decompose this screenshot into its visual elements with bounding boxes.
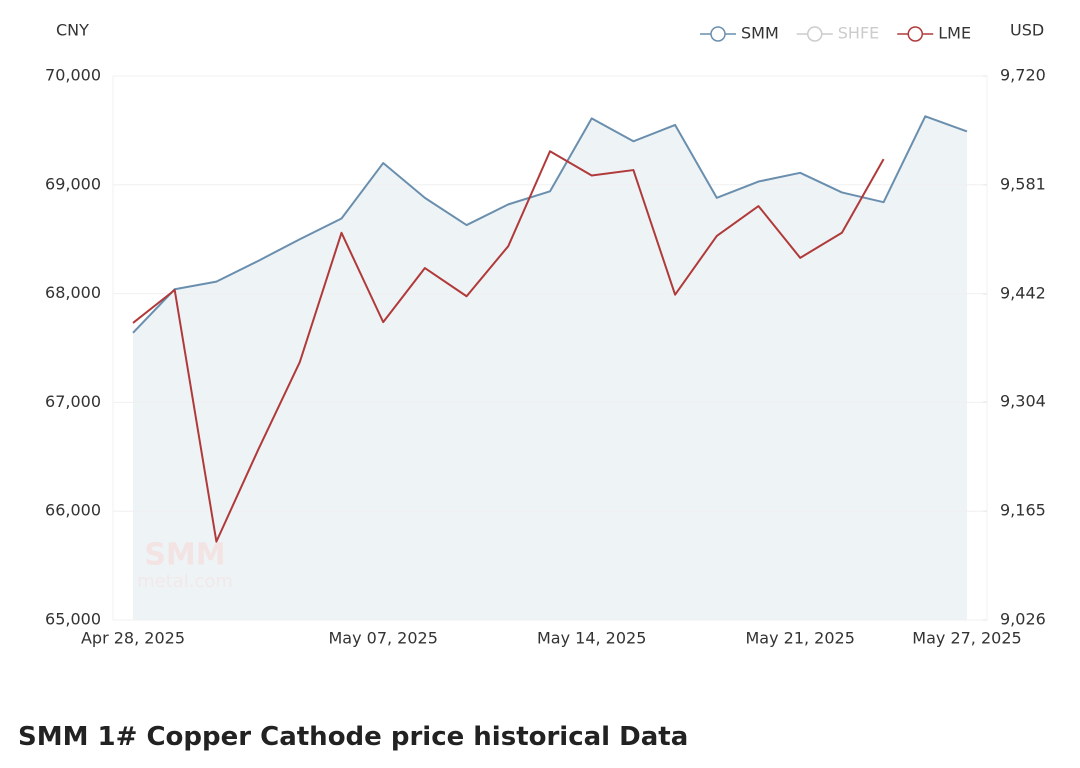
legend-label: LME xyxy=(938,24,971,43)
legend-label: SMM xyxy=(741,24,779,43)
y-tick-label: 70,000 xyxy=(45,66,101,85)
legend-marker xyxy=(710,26,726,42)
y-tick-label: 66,000 xyxy=(45,501,101,520)
line xyxy=(132,150,885,543)
legend-item: SHFE xyxy=(796,24,880,43)
watermark: metal.com xyxy=(137,571,233,592)
y2-axis-label: USD xyxy=(1010,21,1044,40)
x-tick-label: May 14, 2025 xyxy=(537,629,646,648)
x-tick-label: Apr 28, 2025 xyxy=(81,629,185,648)
x-tick-label: May 27, 2025 xyxy=(912,629,1021,648)
y2-tick-label: 9,442 xyxy=(1000,283,1046,302)
legend-label: SHFE xyxy=(838,24,880,43)
legend-item: LME xyxy=(897,24,971,43)
y2-tick-label: 9,720 xyxy=(1000,66,1046,85)
x-tick-label: May 21, 2025 xyxy=(745,629,854,648)
watermark: SMM xyxy=(144,538,225,573)
y-tick-label: 69,000 xyxy=(45,174,101,193)
y-axis-label: CNY xyxy=(56,21,89,40)
line xyxy=(132,115,968,334)
y2-tick-label: 9,026 xyxy=(1000,610,1046,629)
y2-tick-label: 9,304 xyxy=(1000,392,1046,411)
chart: CNY USD SMM metal.com 65,000 66,000 67,000… xyxy=(45,21,1046,648)
y2-tick-label: 9,165 xyxy=(1000,501,1046,520)
area xyxy=(133,116,967,621)
legend-marker xyxy=(907,26,924,42)
y-tick-label: 67,000 xyxy=(45,392,101,411)
y-tick-label: 65,000 xyxy=(45,610,101,629)
y-tick-label: 68,000 xyxy=(45,283,101,302)
x-tick-label: May 07, 2025 xyxy=(328,629,437,648)
section-heading: SMM 1# Copper Cathode price historical D… xyxy=(18,722,689,752)
legend-marker xyxy=(807,26,823,42)
legend-item: SMM xyxy=(700,24,779,43)
y2-tick-label: 9,581 xyxy=(1000,174,1046,193)
